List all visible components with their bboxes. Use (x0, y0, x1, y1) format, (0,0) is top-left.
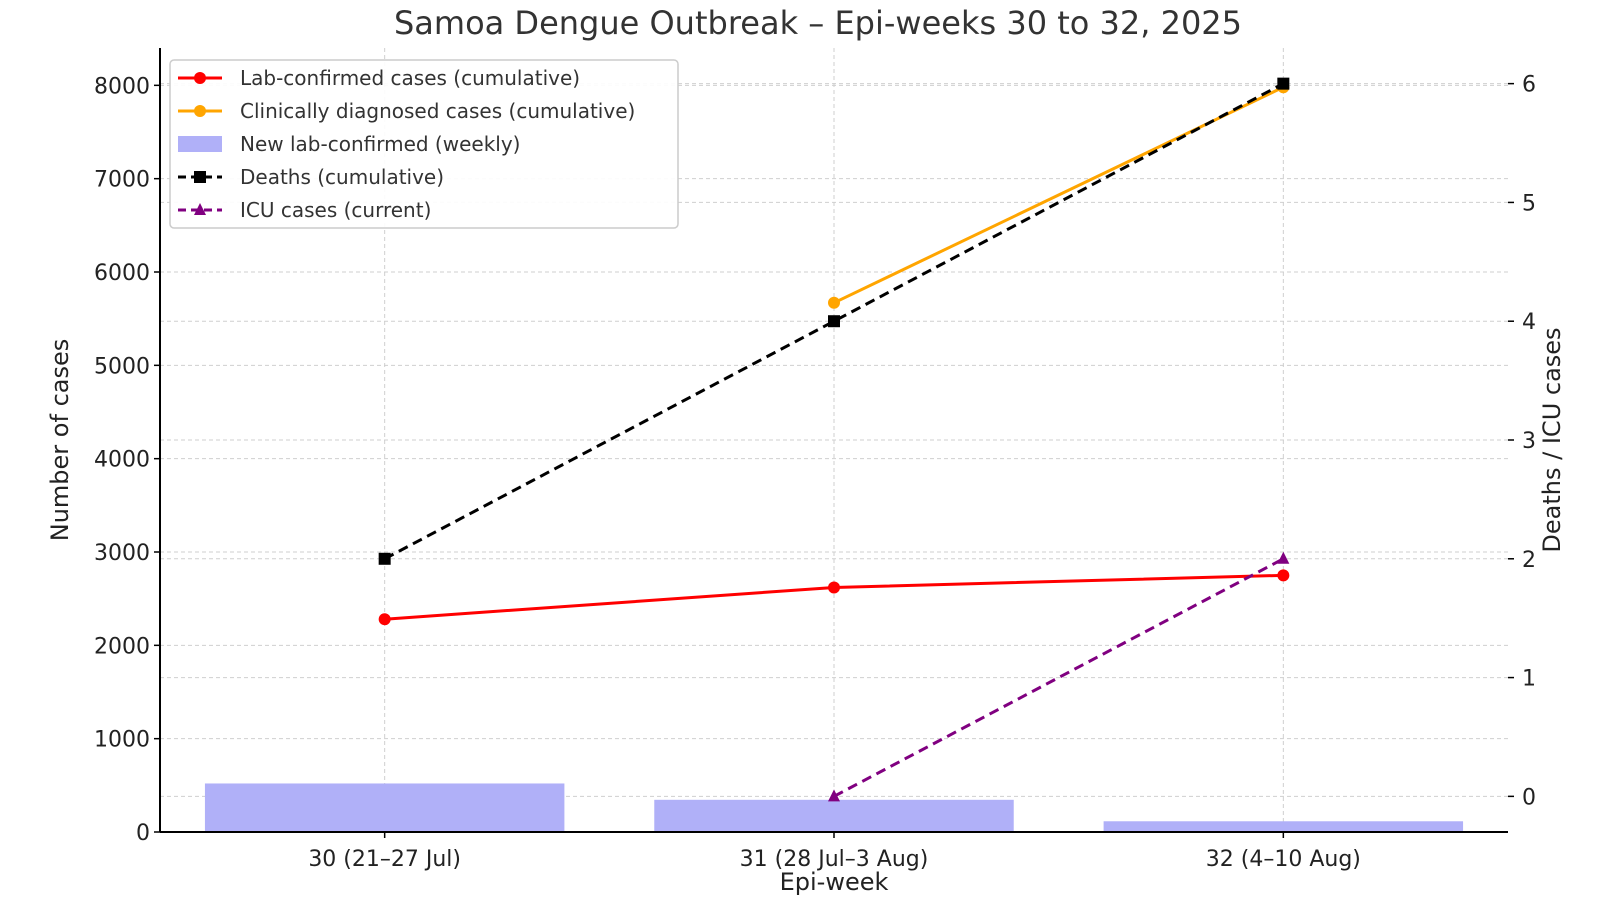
y2-tick-label: 3 (1522, 429, 1536, 454)
legend-label: Clinically diagnosed cases (cumulative) (240, 99, 635, 123)
y-tick-label: 4000 (94, 448, 150, 473)
y2-tick-label: 6 (1522, 73, 1536, 98)
bars-layer (204, 783, 1464, 832)
y-axis-label: Number of cases (46, 339, 74, 541)
y-tick-label: 8000 (94, 74, 150, 99)
series-point (1277, 551, 1290, 564)
legend-label: Deaths (cumulative) (240, 165, 444, 189)
legend-label: Lab-confirmed cases (cumulative) (240, 66, 580, 90)
legend-label: ICU cases (current) (240, 198, 431, 222)
legend-marker (194, 171, 206, 183)
lines-layer (378, 77, 1290, 802)
legend-label: New lab-confirmed (weekly) (240, 132, 520, 156)
y-tick-label: 1000 (94, 728, 150, 753)
legend-swatch (178, 136, 222, 152)
y2-tick-label: 4 (1522, 310, 1536, 335)
series-line (383, 82, 1285, 561)
x-axis-label: Epi-week (780, 868, 889, 896)
legend-box (169, 59, 679, 229)
chart-title: Samoa Dengue Outbreak – Epi-weeks 30 to … (394, 4, 1242, 42)
y2-tick-label: 2 (1522, 548, 1536, 573)
legend-marker (194, 105, 206, 117)
x-tick-label: 30 (21–27 Jul) (308, 847, 461, 872)
y-tick-label: 6000 (94, 261, 150, 286)
series-line (833, 557, 1285, 798)
series-point (828, 581, 840, 594)
y-tick-label: 0 (136, 821, 150, 846)
x-tick-label: 31 (28 Jul–3 Aug) (740, 847, 929, 872)
bar (1103, 821, 1464, 832)
series-point (828, 789, 840, 802)
series-point (1277, 77, 1290, 90)
y2-axis-label: Deaths / ICU cases (1538, 327, 1566, 552)
series-point (828, 315, 840, 328)
y-tick-label: 7000 (94, 168, 150, 193)
series-line (833, 85, 1284, 305)
x-tick-label: 32 (4–10 Aug) (1206, 847, 1361, 872)
y-tick-label: 3000 (94, 541, 150, 566)
y2-tick-label: 0 (1522, 785, 1536, 810)
y2-tick-label: 5 (1522, 191, 1536, 216)
series-point (828, 296, 840, 309)
legend: Lab-confirmed cases (cumulative) Clinical… (169, 59, 679, 229)
series-point (378, 552, 391, 565)
series-point (378, 613, 391, 626)
bar (654, 799, 1014, 832)
series-point (1277, 569, 1290, 582)
y-tick-label: 5000 (94, 354, 150, 379)
ticks-layer: 0 1000 2000 3000 4000 5000 6000 7000 8000 0 1 2 3 4 5 6… (94, 73, 1536, 872)
legend-marker (194, 72, 206, 84)
y-tick-label: 2000 (94, 634, 150, 659)
y2-tick-label: 1 (1522, 667, 1536, 692)
bar (204, 783, 565, 832)
legend-marker (194, 203, 206, 215)
